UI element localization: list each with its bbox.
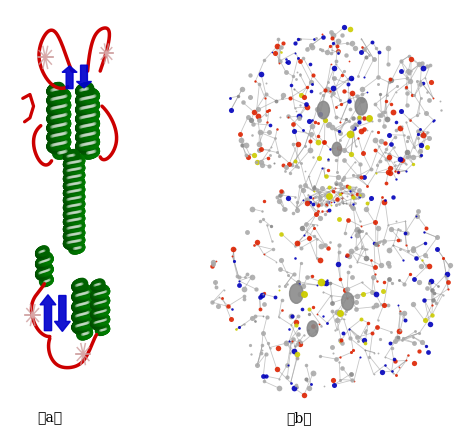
Circle shape: [332, 142, 342, 156]
Circle shape: [82, 351, 84, 357]
Text: （b）: （b）: [286, 411, 311, 425]
Circle shape: [317, 101, 329, 119]
Circle shape: [342, 293, 354, 310]
Text: （a）: （a）: [37, 411, 63, 425]
FancyArrow shape: [62, 66, 77, 89]
Circle shape: [307, 321, 318, 336]
FancyArrow shape: [40, 295, 56, 331]
Circle shape: [31, 312, 34, 318]
FancyArrow shape: [55, 296, 70, 332]
Circle shape: [44, 54, 46, 60]
Circle shape: [105, 51, 108, 56]
FancyArrow shape: [76, 65, 91, 88]
Circle shape: [290, 284, 303, 303]
Circle shape: [355, 97, 367, 115]
